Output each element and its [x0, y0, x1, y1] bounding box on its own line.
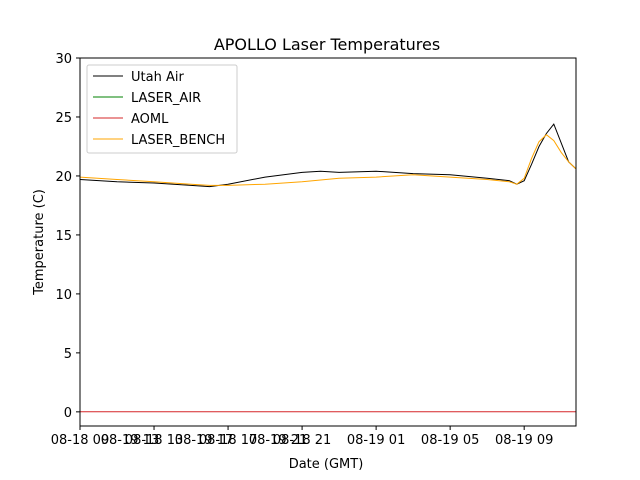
legend: Utah Air LASER_AIR AOML LASER_BENCH: [86, 64, 238, 154]
x-tick-label: 08-19 01: [347, 433, 405, 448]
series-line-laser-bench: [79, 134, 577, 186]
series-layer: [79, 123, 577, 413]
x-tick-label: 08-18 17: [199, 433, 257, 448]
x-tick-label: 08-19 05: [421, 433, 479, 448]
x-tick-label-overlap: 08-19 17: [175, 433, 233, 448]
plot-frame: [79, 57, 577, 427]
legend-label: LASER_BENCH: [131, 133, 225, 148]
legend-box: [86, 64, 238, 154]
y-tick-label: 30: [55, 52, 72, 67]
y-tick-label: 5: [64, 347, 72, 362]
y-tick-label: 0: [64, 406, 72, 421]
x-tick-label: 08-19 09: [495, 433, 553, 448]
x-tick-label: 08-18 21: [273, 433, 331, 448]
x-tick-label-overlap: 08-19 21: [249, 433, 307, 448]
y-tick-label: 25: [55, 111, 72, 126]
chart-title: APOLLO Laser Temperatures: [214, 35, 440, 54]
y-tick-label: 20: [55, 170, 72, 185]
x-axis-label: Date (GMT): [289, 457, 364, 472]
x-tick-label: 08-18 09: [51, 433, 109, 448]
x-tick-label: 08-18 13: [125, 433, 183, 448]
x-tick-label-overlap: 08-19 13: [101, 433, 159, 448]
legend-label: Utah Air: [131, 70, 184, 85]
legend-label: AOML: [131, 112, 169, 127]
series-line-utah-air: [79, 123, 577, 188]
y-tick-label: 10: [55, 288, 72, 303]
y-tick-label: 15: [55, 229, 72, 244]
y-axis-label: Temperature (C): [32, 189, 47, 296]
legend-label: LASER_AIR: [131, 91, 201, 106]
